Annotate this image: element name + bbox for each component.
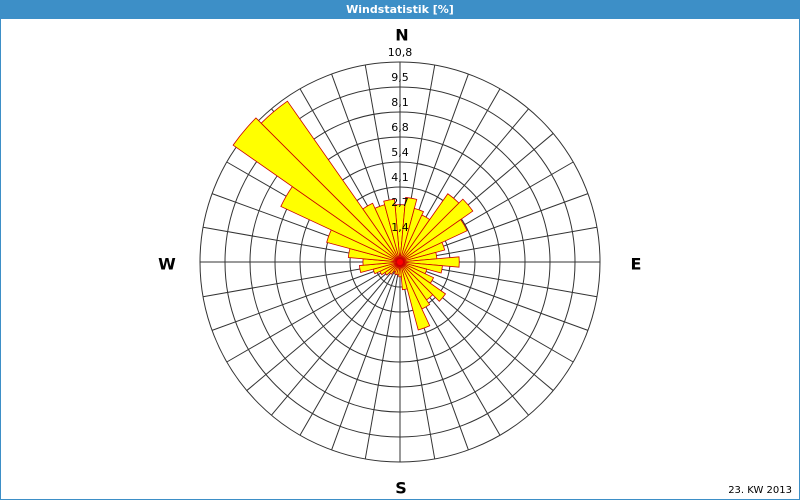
spoke [299, 261, 401, 436]
r-tick-label: 9,5 [391, 71, 409, 84]
r-tick-label: 5,4 [391, 146, 409, 159]
r-tick-label: 10,8 [388, 46, 413, 59]
wind-bar [399, 261, 447, 302]
r-tick-label: 2,7 [391, 196, 409, 209]
wind-bar [362, 202, 401, 263]
chart-title: Windstatistik [%] [1, 1, 799, 19]
tick-labels: 1,4 2,7 4,1 5,4 6,8 8,1 9,5 10,8 [388, 46, 413, 234]
footnote: 23. KW 2013 [728, 485, 792, 496]
wind-bar [399, 241, 446, 263]
spoke [399, 261, 589, 331]
spoke [211, 261, 401, 331]
wind-bar [399, 261, 431, 331]
spoke [399, 261, 436, 460]
spoke [246, 261, 401, 391]
spoke [226, 261, 401, 363]
wind-bar [260, 100, 401, 263]
wind-bar [383, 198, 401, 263]
spoke [364, 261, 401, 460]
wind-bar [399, 256, 460, 268]
r-tick-label: 1,4 [391, 221, 409, 234]
wind-bar [399, 261, 408, 291]
r-tick-label: 4,1 [391, 171, 409, 184]
wind-bar [399, 198, 474, 263]
center-dot [397, 259, 403, 265]
compass-label: E [631, 255, 642, 274]
compass-label: S [395, 479, 407, 498]
compass-label: N [395, 26, 408, 45]
bars [232, 100, 474, 331]
compass-label: W [158, 255, 176, 274]
spoke [331, 261, 401, 451]
wind-bar [358, 261, 401, 274]
wind-bar [399, 218, 468, 263]
wind-bar [232, 117, 401, 263]
spoke [271, 261, 401, 416]
r-tick-label: 8,1 [391, 96, 409, 109]
r-tick-label: 6,8 [391, 121, 409, 134]
